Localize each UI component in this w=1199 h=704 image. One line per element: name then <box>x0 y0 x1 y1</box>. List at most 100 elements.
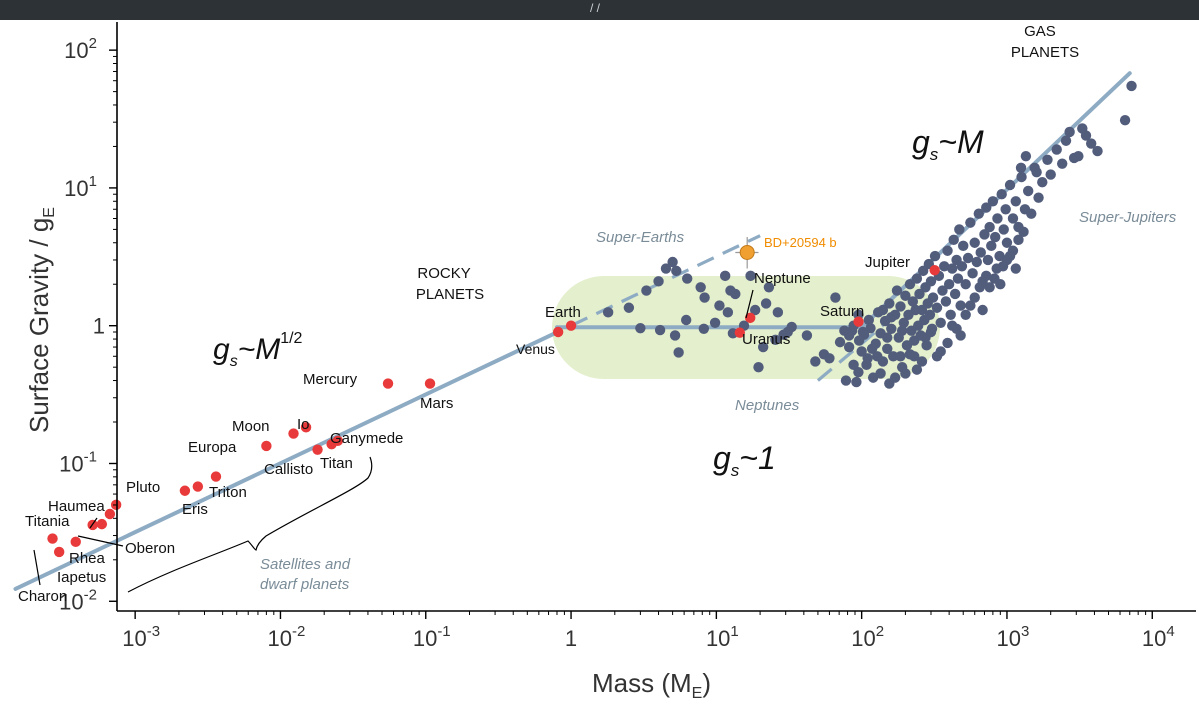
exoplanet-point <box>623 302 635 313</box>
label-saturn: Saturn <box>820 303 864 320</box>
exoplanet-point <box>990 231 1001 243</box>
x-tick-label: 103 <box>997 623 1030 651</box>
exoplanet-point <box>641 285 652 296</box>
point-titania <box>96 518 108 530</box>
window-title-bar: / / <box>0 0 1199 20</box>
label-bd20594b: BD+20594 b <box>764 235 837 250</box>
super-jupiters-label: Super-Jupiters <box>1079 209 1177 226</box>
exoplanet-point <box>772 307 784 318</box>
exoplanet-point <box>801 330 813 341</box>
exoplanet-point <box>863 314 875 326</box>
exoplanet-point <box>996 189 1007 200</box>
exoplanet-point <box>834 336 846 348</box>
exoplanet-point <box>1051 144 1062 155</box>
exoplanet-point <box>1031 167 1042 178</box>
exoplanet-point <box>1022 185 1034 197</box>
point-saturn <box>853 316 864 327</box>
label-callisto: Callisto <box>264 461 313 478</box>
exoplanet-point <box>856 346 867 357</box>
point-triton <box>210 471 222 482</box>
exoplanet-point <box>882 343 893 354</box>
y-tick-label: 10-2 <box>59 586 97 614</box>
exoplanet-point <box>973 208 984 219</box>
exoplanet-point <box>1042 154 1053 165</box>
x-tick-label: 102 <box>851 623 884 651</box>
exoplanet-point <box>920 332 931 343</box>
exoplanet-point <box>866 343 878 354</box>
exoplanet-point <box>1073 150 1084 162</box>
exoplanet-point <box>1010 196 1021 207</box>
exoplanet-point <box>971 256 982 268</box>
exoplanet-point <box>987 196 999 207</box>
exoplanet-point <box>896 325 908 336</box>
exoplanet-point <box>904 279 916 290</box>
exoplanet-point <box>669 330 681 341</box>
label-titan: Titan <box>320 455 353 472</box>
exoplanet-point <box>989 273 1000 284</box>
label-europa: Europa <box>188 439 237 456</box>
exoplanet-point <box>900 290 911 301</box>
point-venus <box>552 326 564 338</box>
x-tick-label: 1 <box>565 626 577 651</box>
point-neptune <box>745 312 756 324</box>
exoplanet-point <box>891 285 903 296</box>
exoplanet-point <box>939 261 950 272</box>
exoplanet-point <box>1092 145 1103 157</box>
exoplanet-point <box>840 375 852 386</box>
exoplanet-point <box>929 250 941 262</box>
exoplanet-point <box>830 292 841 303</box>
neptune-leader-line <box>745 289 754 319</box>
exoplanet-point <box>757 341 769 353</box>
point-rhea <box>70 536 81 548</box>
x-tick-label: 104 <box>1142 623 1175 651</box>
solar-system-points <box>47 264 940 558</box>
exoplanet-point <box>960 279 971 290</box>
exoplanet-point <box>965 217 976 228</box>
exoplanet-point <box>695 282 706 293</box>
exoplanet-point <box>1018 226 1029 238</box>
point-callisto <box>312 444 323 455</box>
exoplanet-point <box>654 324 666 336</box>
label-moon: Moon <box>232 418 270 435</box>
exoplanet-point <box>1086 138 1097 149</box>
label-earth: Earth <box>545 304 581 321</box>
exoplanet-point <box>931 302 943 313</box>
exoplanet-point <box>962 252 974 264</box>
satellites-brace <box>127 456 373 593</box>
label-uranus: Uranus <box>742 331 790 348</box>
scaling-law-mass: gs~M <box>912 124 984 164</box>
exoplanet-point <box>714 300 725 311</box>
point-moon <box>288 428 299 439</box>
exoplanet-point <box>888 351 899 362</box>
exoplanet-point <box>924 309 936 320</box>
exoplanet-point <box>974 282 985 293</box>
exoplanet-point <box>857 326 869 338</box>
exoplanet-point <box>911 364 923 375</box>
exoplanet-point <box>1064 126 1075 138</box>
exoplanet-point <box>1007 213 1019 224</box>
exoplanet-point <box>877 304 889 316</box>
exoplanet-point <box>986 240 997 252</box>
charon-leader-line <box>33 549 41 586</box>
point-pluto <box>179 485 191 496</box>
exoplanet-point <box>1119 115 1131 126</box>
exoplanet-point <box>698 323 710 334</box>
exoplanet-point <box>1020 150 1032 162</box>
exoplanet-point <box>730 288 741 300</box>
exoplanet-point <box>1001 237 1013 248</box>
x-tick-label: 101 <box>706 623 739 651</box>
exoplanet-point <box>942 245 953 256</box>
exoplanet-point <box>916 356 928 367</box>
y-tick-label: 102 <box>64 35 97 63</box>
exoplanet-point <box>760 298 772 309</box>
exoplanet-point <box>722 307 734 318</box>
label-jupiter: Jupiter <box>865 254 910 271</box>
exoplanet-point <box>900 368 911 379</box>
exoplanet-point <box>984 221 995 233</box>
exoplanet-point <box>1004 179 1016 191</box>
exoplanet-point <box>853 366 864 378</box>
label-venus: Venus <box>516 341 555 357</box>
point-earth <box>565 320 577 331</box>
axes-layer: 10-3 10-2 10-1 1 101 102 103 104 10-2 10-1 1 101 102 <box>59 22 1196 651</box>
exoplanet-point <box>1033 192 1044 203</box>
